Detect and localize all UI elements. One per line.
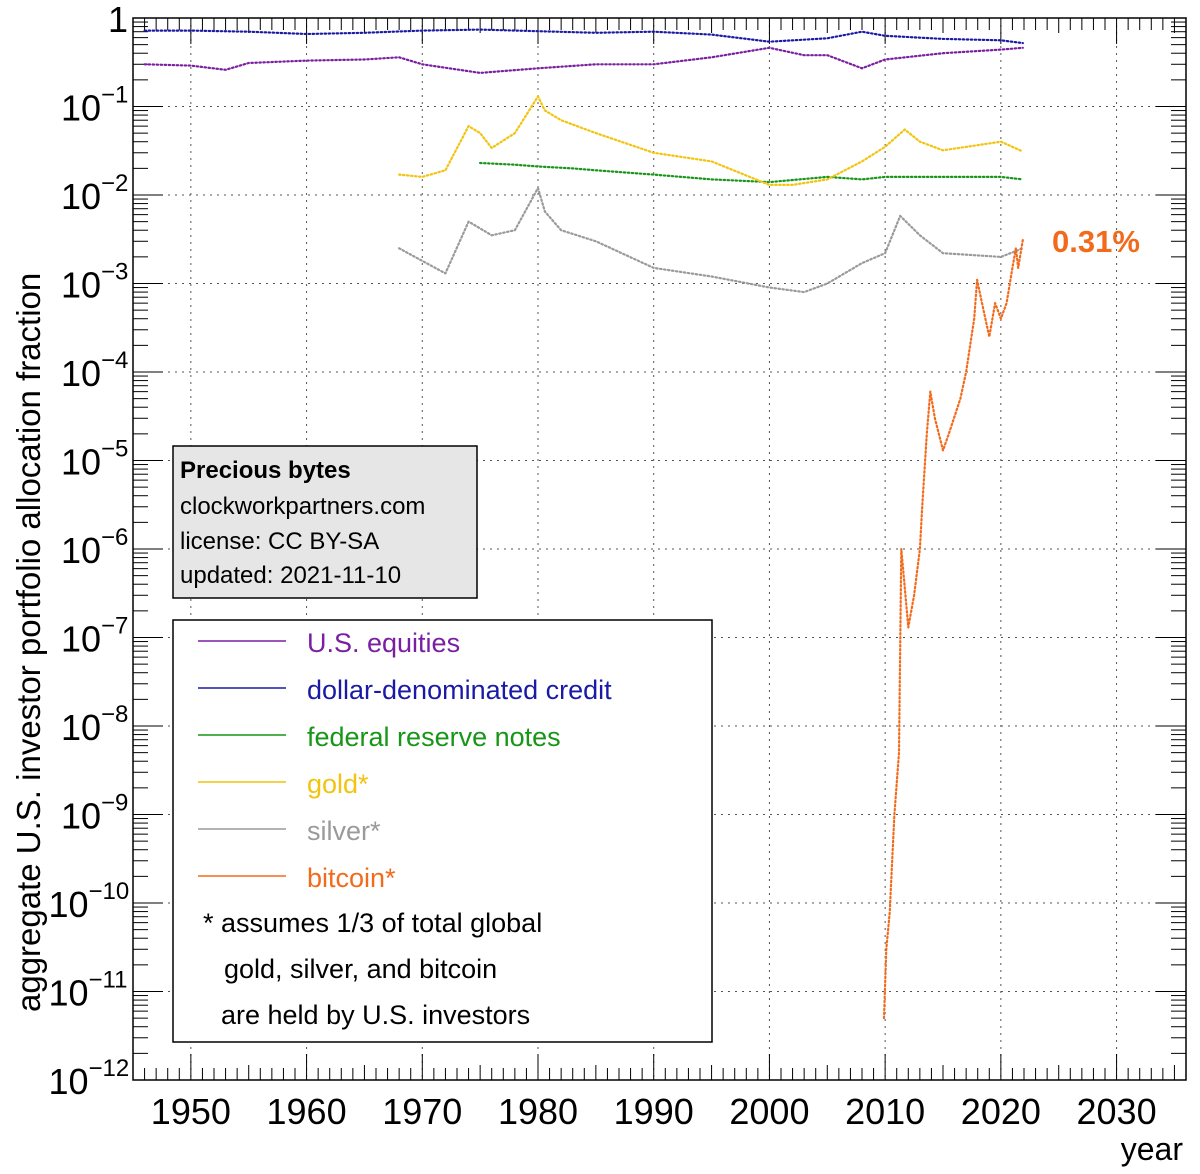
info-box-license: license: CC BY-SA — [180, 528, 379, 555]
x-tick-label: 2020 — [961, 1091, 1041, 1132]
legend-label: U.S. equities — [307, 628, 460, 658]
y-tick-label-exponent: −7 — [101, 613, 128, 640]
y-tick-label-base: 10 — [61, 442, 101, 483]
x-tick-label: 2010 — [845, 1091, 925, 1132]
y-tick-label-base: 10 — [61, 796, 101, 837]
legend-label: bitcoin* — [307, 863, 396, 893]
y-tick-label-exponent: −9 — [101, 790, 128, 817]
x-tick-label: 1990 — [614, 1091, 694, 1132]
y-tick-label-base: 10 — [48, 973, 88, 1014]
last-value-label: 0.31% — [1052, 224, 1140, 259]
x-tick-labels: 1950 1960 1970 1980 1990 2000 2010 2020 2030 — [151, 1091, 1157, 1132]
series-line — [479, 161, 1024, 184]
series-line — [398, 186, 1024, 294]
y-tick-label-exponent: −11 — [89, 967, 128, 994]
x-axis-label: year — [1121, 1131, 1184, 1167]
legend: U.S. equities dollar-denominated credit fe… — [172, 619, 713, 1043]
x-tick-label: 2000 — [729, 1091, 809, 1132]
y-tick-label-exponent: −1 — [101, 82, 128, 109]
legend-label: federal reserve notes — [307, 722, 561, 752]
x-tick-label: 1970 — [382, 1091, 462, 1132]
x-tick-label: 1950 — [151, 1091, 231, 1132]
info-box-site: clockworkpartners.com — [180, 493, 425, 520]
plot-frame — [132, 17, 1187, 1081]
series-lines — [143, 28, 1024, 1020]
y-tick-label-base: 10 — [61, 353, 101, 394]
y-tick-label-base: 10 — [61, 265, 101, 306]
y-tick-label-base: 10 — [48, 884, 88, 925]
info-box: Precious bytes clockworkpartners.com lic… — [172, 445, 478, 599]
y-tick-label-exponent: −2 — [101, 170, 128, 197]
y-tick-label-base: 10 — [61, 530, 101, 571]
y-tick-label-base: 10 — [61, 619, 101, 660]
y-tick-label-base: 10 — [48, 1061, 88, 1102]
y-tick-labels: 110−110−210−310−410−510−610−710−810 −910−… — [48, 0, 129, 1102]
series-line — [143, 28, 1024, 45]
legend-label: gold* — [307, 769, 369, 799]
footnote-line-1: * assumes 1/3 of total global — [203, 908, 542, 938]
footnote-line-3: are held by U.S. investors — [221, 1000, 530, 1030]
x-tick-label: 2030 — [1077, 1091, 1157, 1132]
y-axis-label: aggregate U.S. investor portfolio alloca… — [10, 273, 47, 1012]
series-line — [398, 95, 1024, 186]
y-tick-label-base: 10 — [61, 707, 101, 748]
info-box-updated: updated: 2021-11-10 — [180, 562, 401, 589]
y-tick-label-exponent: −5 — [101, 436, 128, 463]
legend-label: silver* — [307, 816, 381, 846]
y-tick-label-base: 10 — [61, 88, 101, 129]
info-box-title: Precious bytes — [180, 457, 351, 484]
y-tick-label-exponent: −6 — [101, 524, 128, 551]
x-tick-label: 1960 — [267, 1091, 347, 1132]
x-tick-label: 1980 — [498, 1091, 578, 1132]
y-tick-label-base: 10 — [61, 176, 101, 217]
legend-label: dollar-denominated credit — [307, 675, 612, 705]
y-tick-label-exponent: −3 — [101, 259, 128, 286]
y-tick-label-exponent: −10 — [89, 878, 130, 905]
y-tick-label-exponent: −4 — [101, 347, 128, 374]
y-tick-label-exponent: −8 — [101, 701, 128, 728]
series-line — [143, 46, 1024, 75]
y-tick-label: 1 — [108, 0, 128, 40]
series-line — [882, 238, 1024, 1020]
footnote-line-2: gold, silver, and bitcoin — [224, 954, 497, 984]
y-tick-label-exponent: −12 — [89, 1055, 130, 1082]
